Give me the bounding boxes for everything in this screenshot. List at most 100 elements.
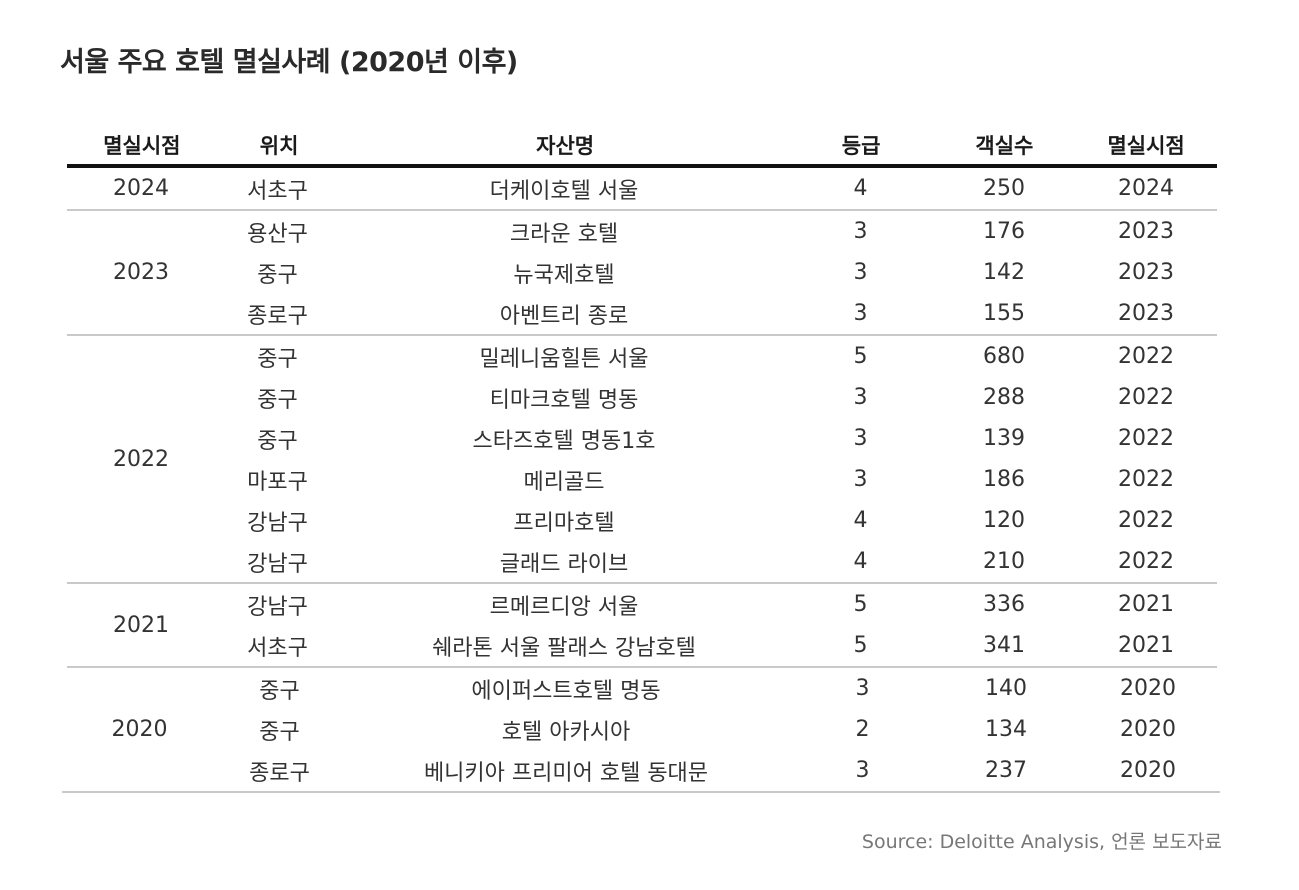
rooms-cell: 186	[983, 467, 1025, 492]
year-cell: 2020	[1120, 717, 1176, 742]
asset-name-cell: 밀레니움힐튼 서울	[479, 346, 649, 372]
header-demolition-time: 멸실시점	[103, 134, 181, 158]
location-cell: 중구	[259, 678, 300, 704]
rooms-cell: 120	[983, 508, 1025, 533]
group-year: 2021	[113, 612, 169, 638]
grade-cell: 3	[853, 301, 868, 326]
asset-name-cell: 쉐라톤 서울 팔래스 강남호텔	[432, 635, 696, 661]
grade-cell: 5	[853, 344, 868, 369]
asset-name-cell: 뉴국제호텔	[513, 262, 615, 288]
location-cell: 중구	[257, 387, 298, 413]
asset-name-cell: 티마크호텔 명동	[489, 387, 639, 413]
table-header: 멸실시점 위치 자산명 등급 객실수 멸실시점	[67, 126, 1217, 168]
location-cell: 용산구	[247, 221, 308, 247]
grade-cell: 4	[853, 508, 868, 533]
rooms-cell: 142	[983, 260, 1025, 285]
rooms-cell: 134	[985, 717, 1027, 742]
year-cell: 2022	[1118, 467, 1174, 492]
rooms-cell: 288	[983, 385, 1025, 410]
location-cell: 강남구	[247, 551, 308, 577]
asset-name-cell: 프리마호텔	[513, 510, 615, 536]
asset-name-cell: 르메르디앙 서울	[489, 594, 639, 620]
year-group-2024: 2024 서초구 더케이호텔 서울 4 250 2024	[67, 168, 1217, 211]
location-cell: 강남구	[247, 594, 308, 620]
year-group-2021: 2021 강남구 르메르디앙 서울 5 336 2021 서초구 쉐라톤 서울 …	[67, 584, 1217, 668]
year-cell: 2021	[1118, 592, 1174, 617]
grade-cell: 5	[853, 592, 868, 617]
page-title: 서울 주요 호텔 멸실사례 (2020년 이후)	[60, 47, 518, 78]
rooms-cell: 139	[983, 426, 1025, 451]
table-row: 강남구 프리마호텔 4 120 2022	[215, 500, 1217, 541]
location-cell: 중구	[259, 719, 300, 745]
year-cell: 2022	[1118, 549, 1174, 574]
grade-cell: 4	[853, 176, 868, 201]
asset-name-cell: 글래드 라이브	[499, 551, 629, 577]
grade-cell: 3	[853, 260, 868, 285]
rooms-cell: 250	[983, 176, 1025, 201]
location-cell: 서초구	[247, 635, 308, 661]
table-row: 강남구 글래드 라이브 4 210 2022	[215, 541, 1217, 582]
table-row: 중구 호텔 아카시아 2 134 2020	[217, 709, 1220, 750]
location-cell: 강남구	[247, 510, 308, 536]
grade-cell: 3	[855, 758, 870, 783]
asset-name-cell: 아벤트리 종로	[499, 303, 629, 329]
header-room-count: 객실수	[975, 134, 1034, 158]
group-year: 2020	[111, 717, 168, 742]
year-cell: 2020	[1120, 758, 1176, 783]
table-row: 종로구 아벤트리 종로 3 155 2023	[215, 293, 1217, 334]
rooms-cell: 176	[983, 219, 1025, 244]
asset-name-cell: 에이퍼스트호텔 명동	[471, 678, 661, 704]
table-row: 서초구 쉐라톤 서울 팔래스 강남호텔 5 341 2021	[215, 625, 1217, 666]
grade-cell: 3	[855, 676, 870, 701]
location-cell: 서초구	[247, 178, 308, 204]
rooms-cell: 680	[983, 344, 1025, 369]
asset-name-cell: 호텔 아카시아	[501, 719, 631, 745]
year-group-2023: 2023 용산구 크라운 호텔 3 176 2023 중구 뉴국제호텔 3 14…	[67, 211, 1217, 336]
rooms-cell: 341	[983, 633, 1025, 658]
table-row: 중구 스타즈호텔 명동1호 3 139 2022	[215, 418, 1217, 459]
table-row: 서초구 더케이호텔 서울 4 250 2024	[215, 168, 1217, 209]
grade-cell: 3	[853, 219, 868, 244]
asset-name-cell: 크라운 호텔	[509, 221, 619, 247]
table-row: 중구 에이퍼스트호텔 명동 3 140 2020	[217, 668, 1220, 709]
rooms-cell: 336	[983, 592, 1025, 617]
year-cell: 2022	[1118, 508, 1174, 533]
table-row: 마포구 메리골드 3 186 2022	[215, 459, 1217, 500]
table-row: 강남구 르메르디앙 서울 5 336 2021	[215, 584, 1217, 625]
grade-cell: 3	[853, 426, 868, 451]
asset-name-cell: 더케이호텔 서울	[489, 178, 639, 204]
header-location: 위치	[259, 134, 299, 158]
year-cell: 2020	[1120, 676, 1176, 701]
year-cell: 2023	[1118, 260, 1174, 285]
hotel-demolition-table: 멸실시점 위치 자산명 등급 객실수 멸실시점 2024 서초구 더케이호텔 서…	[62, 126, 1220, 793]
table-row: 중구 밀레니움힐튼 서울 5 680 2022	[215, 336, 1217, 377]
group-year: 2023	[113, 260, 169, 285]
location-cell: 종로구	[249, 760, 310, 786]
asset-name-cell: 베니키아 프리미어 호텔 동대문	[423, 760, 709, 786]
year-cell: 2021	[1118, 633, 1174, 658]
table-row: 중구 티마크호텔 명동 3 288 2022	[215, 377, 1217, 418]
group-year: 2022	[113, 446, 169, 472]
location-cell: 중구	[257, 346, 298, 372]
grade-cell: 3	[853, 467, 868, 492]
year-cell: 2022	[1118, 426, 1174, 451]
header-grade: 등급	[841, 134, 881, 158]
table-row: 종로구 베니키아 프리미어 호텔 동대문 3 237 2020	[217, 750, 1220, 791]
rooms-cell: 140	[985, 676, 1027, 701]
year-cell: 2022	[1118, 344, 1174, 369]
year-cell: 2023	[1118, 219, 1174, 244]
rooms-cell: 237	[985, 758, 1027, 783]
location-cell: 마포구	[247, 469, 308, 495]
header-demolition-year: 멸실시점	[1107, 134, 1185, 158]
table-row: 중구 뉴국제호텔 3 142 2023	[215, 252, 1217, 293]
location-cell: 종로구	[247, 303, 308, 329]
year-group-2022: 2022 중구 밀레니움힐튼 서울 5 680 2022 중구 티마크호텔 명동…	[67, 336, 1217, 584]
year-cell: 2024	[1118, 176, 1174, 201]
grade-cell: 2	[855, 717, 870, 742]
asset-name-cell: 스타즈호텔 명동1호	[472, 428, 656, 454]
table-row: 용산구 크라운 호텔 3 176 2023	[215, 211, 1217, 252]
header-asset-name: 자산명	[536, 134, 595, 158]
source-note: Source: Deloitte Analysis, 언론 보도자료	[861, 831, 1222, 853]
rooms-cell: 155	[983, 301, 1025, 326]
year-cell: 2022	[1118, 385, 1174, 410]
